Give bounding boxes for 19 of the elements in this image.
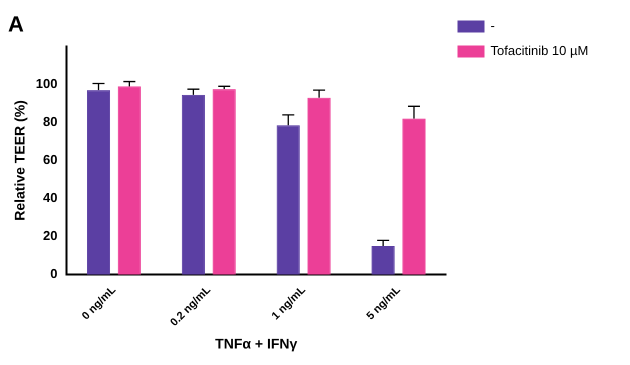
bar	[182, 94, 205, 275]
y-tick-label: 60	[43, 152, 58, 168]
bar	[276, 125, 300, 275]
y-axis-title: Relative TEER (%)	[11, 100, 28, 221]
bar	[118, 86, 141, 275]
x-axis-title: TNFα + IFNγ	[215, 335, 298, 352]
y-tick-label: 0	[50, 266, 58, 282]
bar	[86, 90, 110, 275]
y-tick-label: 100	[36, 76, 58, 92]
bar	[308, 98, 331, 275]
bar	[372, 246, 395, 275]
bar	[212, 89, 236, 275]
legend-label: -	[490, 18, 495, 34]
y-tick-label: 40	[43, 190, 58, 206]
legend-label: Tofacitinib 10 µM	[490, 43, 588, 58]
y-tick-label: 20	[43, 228, 58, 244]
bar	[402, 118, 426, 275]
y-tick-label: 80	[43, 114, 58, 130]
chart-title: A	[8, 11, 24, 36]
